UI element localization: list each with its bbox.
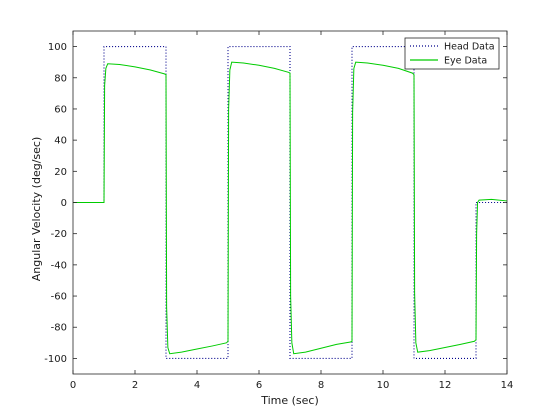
plot-area: 0 2 4 6 8 10 12 14 -100 -80 -60 -40 -20 0 20 40 60 80 100 xyxy=(44,30,514,391)
legend-label-head-data: Head Data xyxy=(444,42,495,53)
legend-box xyxy=(404,37,500,70)
x-tick-label: 4 xyxy=(194,380,200,391)
y-tick-label: 0 xyxy=(61,198,67,209)
y-tick-label: 20 xyxy=(54,167,67,178)
series-line-eye-data xyxy=(73,61,508,355)
x-tick-label: 12 xyxy=(439,380,452,391)
y-tick-label: -20 xyxy=(51,229,67,240)
x-axis-title: Time (sec) xyxy=(260,394,319,407)
x-tick-label: 6 xyxy=(256,380,262,391)
x-tick-label: 0 xyxy=(70,380,76,391)
y-tick-label: 80 xyxy=(54,73,67,84)
y-tick-label: 40 xyxy=(54,136,67,147)
legend: Head Data Eye Data xyxy=(404,37,500,70)
x-tick-label: 8 xyxy=(318,380,324,391)
y-tick-label: 100 xyxy=(48,42,67,53)
y-tick-label: -40 xyxy=(51,260,67,271)
y-tick-label: -100 xyxy=(44,354,67,365)
y-tick-label: 60 xyxy=(54,104,67,115)
x-tick-label: 10 xyxy=(377,380,390,391)
x-tick-label: 2 xyxy=(132,380,138,391)
y-tick-label: -60 xyxy=(51,292,67,303)
y-axis-title: Angular Velocity (deg/sec) xyxy=(30,137,43,281)
x-tick-label: 14 xyxy=(501,380,514,391)
y-tick-label: -80 xyxy=(51,323,67,334)
legend-label-eye-data: Eye Data xyxy=(444,56,487,67)
